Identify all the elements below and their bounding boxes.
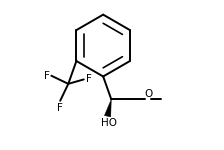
Text: HO: HO bbox=[101, 118, 117, 128]
Text: F: F bbox=[57, 103, 63, 112]
Text: F: F bbox=[86, 74, 91, 84]
Text: F: F bbox=[44, 71, 50, 81]
Polygon shape bbox=[104, 99, 111, 117]
Text: O: O bbox=[144, 88, 152, 99]
